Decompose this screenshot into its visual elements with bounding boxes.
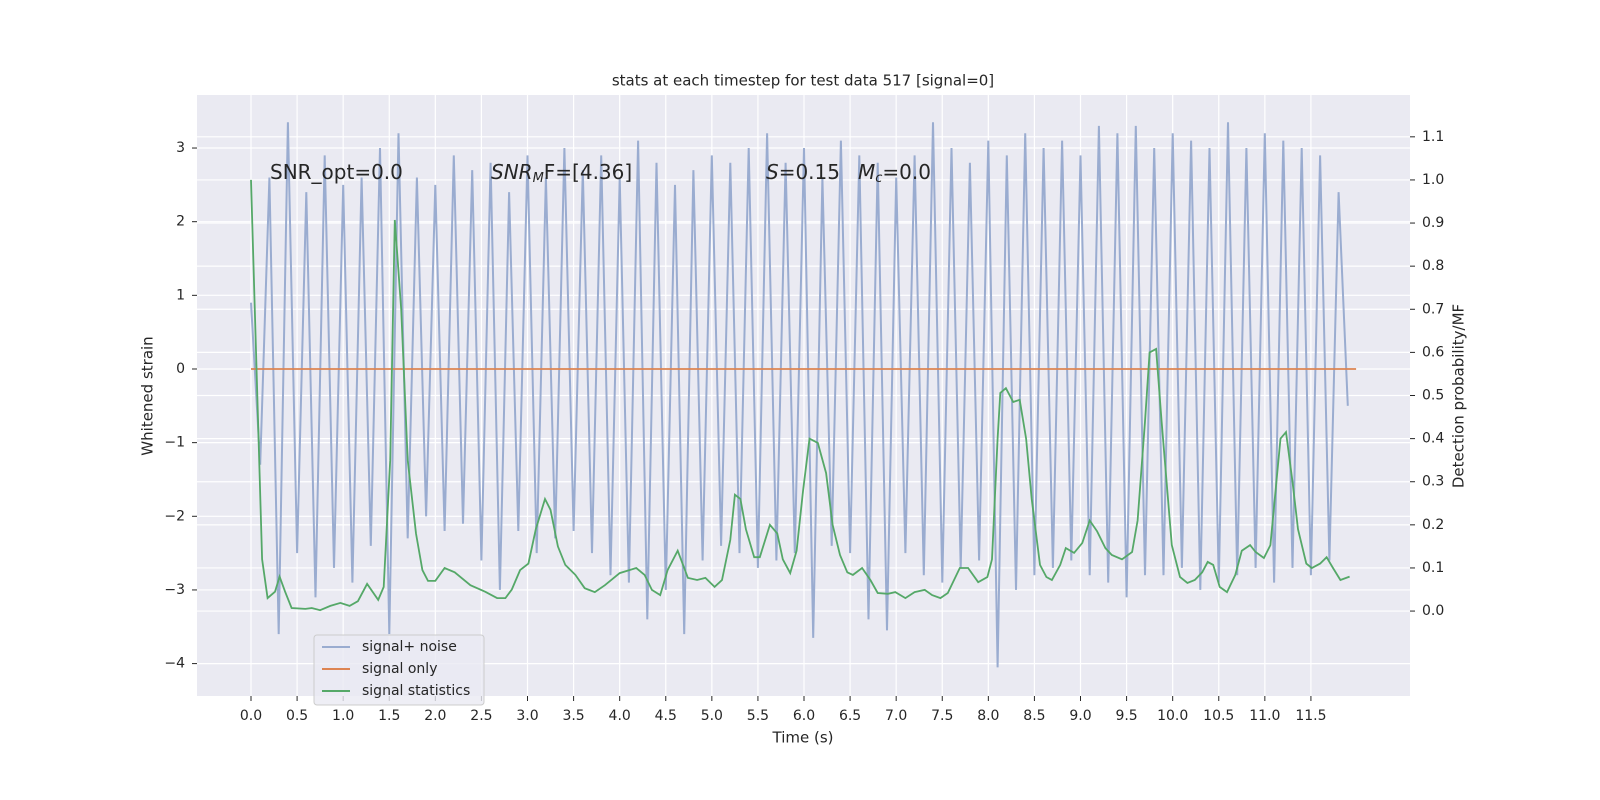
y2-axis-label: Detection probability/MF <box>1450 304 1468 488</box>
y-tick-label: 0 <box>176 361 185 377</box>
x-tick-label: 1.5 <box>378 708 400 724</box>
y-tick-label: 1 <box>176 287 185 303</box>
legend-label: signal only <box>362 661 437 677</box>
y-tick-label: 3 <box>176 140 185 156</box>
x-tick-label: 3.5 <box>562 708 584 724</box>
y-tick-label: −3 <box>164 582 185 598</box>
x-tick-label: 0.5 <box>286 708 308 724</box>
annotation-subscript: M <box>533 171 544 186</box>
annotation: Mc=0.0 <box>858 160 931 186</box>
y2-tick-label: 0.3 <box>1422 474 1444 490</box>
x-tick-label: 8.5 <box>1023 708 1045 724</box>
x-axis-label: Time (s) <box>772 729 834 747</box>
x-tick-label: 11.5 <box>1295 708 1326 724</box>
x-tick-label: 9.0 <box>1069 708 1091 724</box>
x-tick-label: 10.0 <box>1157 708 1188 724</box>
annotation: SNR_opt=0.0 <box>270 160 403 184</box>
chart-title: stats at each timestep for test data 517… <box>612 72 994 90</box>
y2-tick-label: 1.0 <box>1422 172 1444 188</box>
annotation-rest: =0.0 <box>882 160 931 184</box>
series-line <box>250 122 1349 668</box>
y2-tick-label: 0.4 <box>1422 431 1444 447</box>
x-tick-label: 11.0 <box>1249 708 1280 724</box>
x-tick-label: 2.5 <box>470 708 492 724</box>
x-tick-label: 0.0 <box>240 708 262 724</box>
y-tick-label: −2 <box>164 508 185 524</box>
annotation-text: SNR_opt=0.0 <box>270 160 403 184</box>
annotation-symbol: SNR <box>491 160 533 184</box>
y-tick-label: 2 <box>176 214 185 230</box>
x-tick-label: 2.0 <box>424 708 446 724</box>
annotation-symbol: S <box>766 160 779 184</box>
y2-tick-label: 0.2 <box>1422 517 1444 533</box>
x-tick-label: 7.0 <box>885 708 907 724</box>
annotation: S=0.15 <box>766 160 840 184</box>
x-tick-label: 4.5 <box>655 708 677 724</box>
y-tick-label: −4 <box>164 656 185 672</box>
x-tick-label: 5.0 <box>701 708 723 724</box>
annotation-rest: F=[4.36] <box>544 160 632 184</box>
y2-tick-label: 0.6 <box>1422 344 1444 360</box>
y2-tick-label: 1.1 <box>1422 129 1444 145</box>
x-tick-label: 9.5 <box>1115 708 1137 724</box>
y2-tick-label: 0.5 <box>1422 388 1444 404</box>
x-tick-label: 8.0 <box>977 708 999 724</box>
y2-tick-label: 0.1 <box>1422 560 1444 576</box>
y2-tick-label: 0.7 <box>1422 301 1444 317</box>
x-tick-label: 1.0 <box>332 708 354 724</box>
y2-tick-label: 0.9 <box>1422 215 1444 231</box>
x-tick-label: 3.0 <box>516 708 538 724</box>
y-tick-label: −1 <box>164 435 185 451</box>
y-axis-label: Whitened strain <box>139 336 157 455</box>
y2-tick-label: 0.8 <box>1422 258 1444 274</box>
x-tick-label: 5.5 <box>747 708 769 724</box>
x-tick-label: 10.5 <box>1203 708 1234 724</box>
legend: signal+ noise signal only signal statistic… <box>313 634 485 706</box>
x-tick-label: 6.0 <box>793 708 815 724</box>
legend-label: signal statistics <box>362 683 470 699</box>
y2-tick-label: 0.0 <box>1422 603 1444 619</box>
annotation: SNRMF=[4.36] <box>491 160 632 186</box>
x-tick-label: 4.0 <box>609 708 631 724</box>
series-line <box>250 179 1350 612</box>
legend-box <box>313 634 485 706</box>
x-tick-label: 6.5 <box>839 708 861 724</box>
annotation-rest: =0.15 <box>779 160 840 184</box>
annotation-symbol: M <box>858 160 875 184</box>
legend-label: signal+ noise <box>362 639 457 655</box>
annotation-subscript: c <box>875 171 882 186</box>
x-tick-label: 7.5 <box>931 708 953 724</box>
